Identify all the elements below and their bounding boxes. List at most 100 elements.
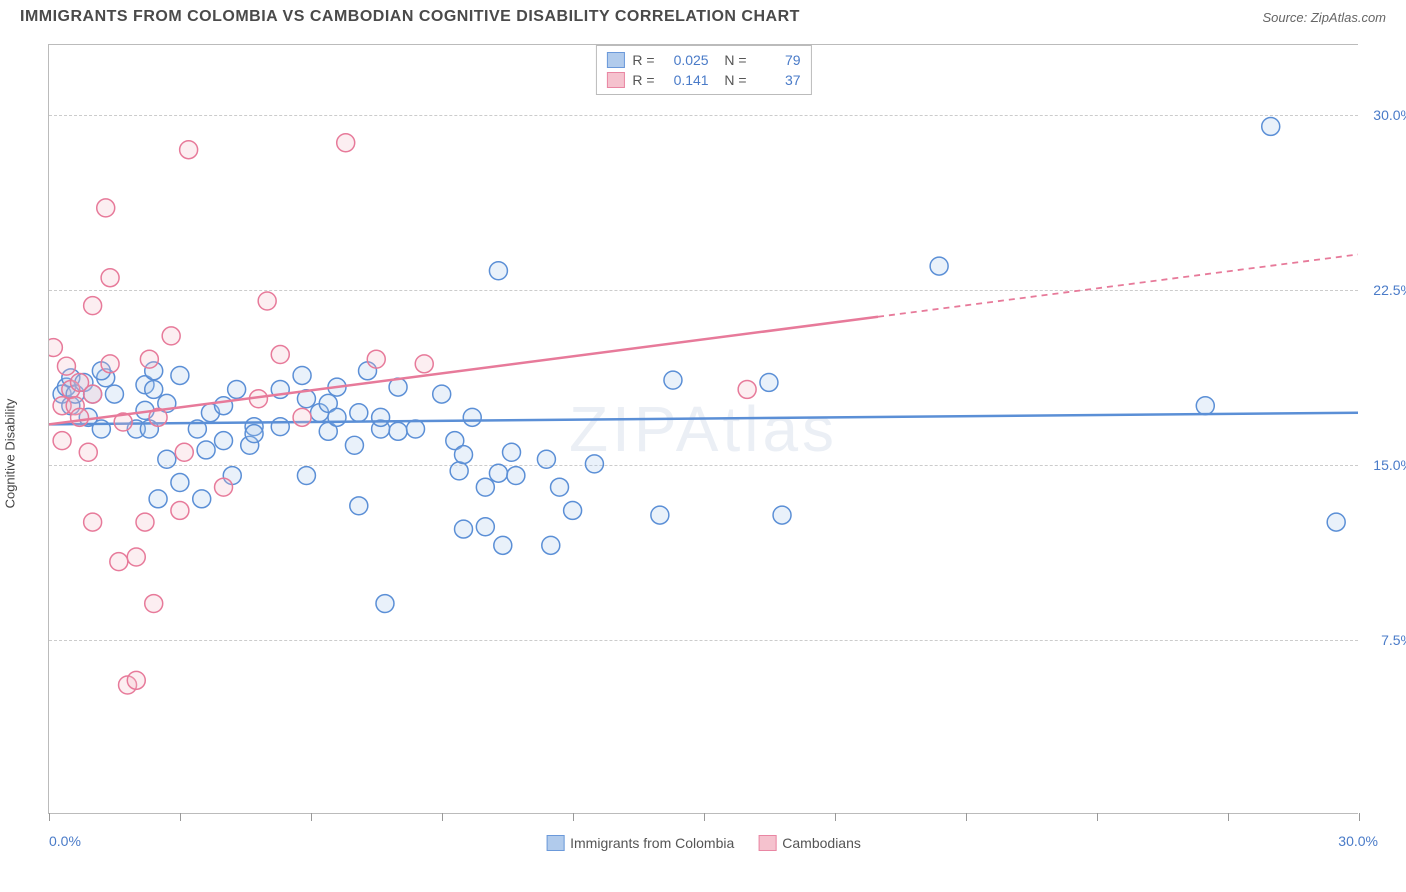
x-tick bbox=[966, 813, 967, 821]
data-point bbox=[372, 408, 390, 426]
y-tick-label: 22.5% bbox=[1373, 282, 1406, 298]
legend-bottom-item-1: Cambodians bbox=[758, 835, 861, 851]
data-point bbox=[127, 548, 145, 566]
data-point bbox=[476, 518, 494, 536]
data-point bbox=[110, 553, 128, 571]
y-tick-label: 7.5% bbox=[1381, 632, 1406, 648]
data-point bbox=[407, 420, 425, 438]
data-point bbox=[293, 408, 311, 426]
data-point bbox=[49, 339, 62, 357]
data-point bbox=[542, 536, 560, 554]
data-point bbox=[171, 474, 189, 492]
data-point bbox=[664, 371, 682, 389]
data-point bbox=[551, 478, 569, 496]
data-point bbox=[171, 501, 189, 519]
data-point bbox=[760, 373, 778, 391]
data-point bbox=[389, 422, 407, 440]
y-tick-label: 30.0% bbox=[1373, 107, 1406, 123]
data-point bbox=[415, 355, 433, 373]
data-point bbox=[84, 385, 102, 403]
data-point bbox=[136, 513, 154, 531]
data-point bbox=[293, 366, 311, 384]
data-point bbox=[271, 346, 289, 364]
data-point bbox=[773, 506, 791, 524]
data-point bbox=[228, 380, 246, 398]
data-point bbox=[1262, 117, 1280, 135]
data-point bbox=[1327, 513, 1345, 531]
x-axis-max-label: 30.0% bbox=[1338, 833, 1378, 849]
data-point bbox=[84, 513, 102, 531]
data-point bbox=[271, 418, 289, 436]
x-tick bbox=[442, 813, 443, 821]
data-point bbox=[127, 671, 145, 689]
legend-bottom-label-1: Cambodians bbox=[782, 835, 861, 851]
data-point bbox=[507, 467, 525, 485]
legend-r-value-1: 0.141 bbox=[663, 72, 709, 88]
data-point bbox=[215, 397, 233, 415]
data-point bbox=[258, 292, 276, 310]
data-point bbox=[503, 443, 521, 461]
trend-line bbox=[49, 413, 1358, 425]
source-attribution: Source: ZipAtlas.com bbox=[1262, 10, 1386, 25]
x-tick bbox=[704, 813, 705, 821]
legend-n-value-0: 79 bbox=[755, 52, 801, 68]
legend-swatch-0 bbox=[606, 52, 624, 68]
data-point bbox=[84, 297, 102, 315]
data-point bbox=[1196, 397, 1214, 415]
data-point bbox=[345, 436, 363, 454]
legend-stats-box: R = 0.025 N = 79 R = 0.141 N = 37 bbox=[595, 45, 811, 95]
data-point bbox=[489, 464, 507, 482]
chart-area: ZIPAtlas R = 0.025 N = 79 R = 0.141 N = … bbox=[48, 44, 1358, 814]
data-point bbox=[337, 134, 355, 152]
data-point bbox=[57, 357, 75, 375]
x-tick bbox=[1228, 813, 1229, 821]
data-point bbox=[71, 408, 89, 426]
legend-stats-row-1: R = 0.141 N = 37 bbox=[606, 70, 800, 90]
scatter-plot-svg bbox=[49, 45, 1358, 813]
data-point bbox=[193, 490, 211, 508]
data-point bbox=[101, 269, 119, 287]
data-point bbox=[367, 350, 385, 368]
data-point bbox=[79, 443, 97, 461]
x-tick bbox=[1097, 813, 1098, 821]
legend-bottom: Immigrants from Colombia Cambodians bbox=[546, 835, 861, 851]
legend-n-value-1: 37 bbox=[755, 72, 801, 88]
data-point bbox=[585, 455, 603, 473]
data-point bbox=[537, 450, 555, 468]
data-point bbox=[376, 595, 394, 613]
data-point bbox=[651, 506, 669, 524]
data-point bbox=[494, 536, 512, 554]
legend-r-label-1: R = bbox=[632, 72, 654, 88]
x-tick bbox=[1359, 813, 1360, 821]
legend-n-label-1: N = bbox=[717, 72, 747, 88]
data-point bbox=[53, 432, 71, 450]
legend-r-label-0: R = bbox=[632, 52, 654, 68]
data-point bbox=[140, 350, 158, 368]
x-tick bbox=[573, 813, 574, 821]
data-point bbox=[215, 478, 233, 496]
legend-n-label-0: N = bbox=[717, 52, 747, 68]
data-point bbox=[245, 425, 263, 443]
data-point bbox=[738, 380, 756, 398]
data-point bbox=[158, 450, 176, 468]
legend-bottom-swatch-1 bbox=[758, 835, 776, 851]
data-point bbox=[145, 595, 163, 613]
data-point bbox=[564, 501, 582, 519]
data-point bbox=[197, 441, 215, 459]
data-point bbox=[350, 497, 368, 515]
data-point bbox=[463, 408, 481, 426]
legend-r-value-0: 0.025 bbox=[663, 52, 709, 68]
data-point bbox=[489, 262, 507, 280]
data-point bbox=[455, 446, 473, 464]
data-point bbox=[101, 355, 119, 373]
y-axis-label: Cognitive Disability bbox=[3, 399, 18, 509]
x-axis-min-label: 0.0% bbox=[49, 833, 81, 849]
data-point bbox=[433, 385, 451, 403]
x-tick bbox=[835, 813, 836, 821]
data-point bbox=[162, 327, 180, 345]
data-point bbox=[105, 385, 123, 403]
x-tick bbox=[311, 813, 312, 821]
data-point bbox=[97, 199, 115, 217]
x-tick bbox=[49, 813, 50, 821]
y-tick-label: 15.0% bbox=[1373, 457, 1406, 473]
